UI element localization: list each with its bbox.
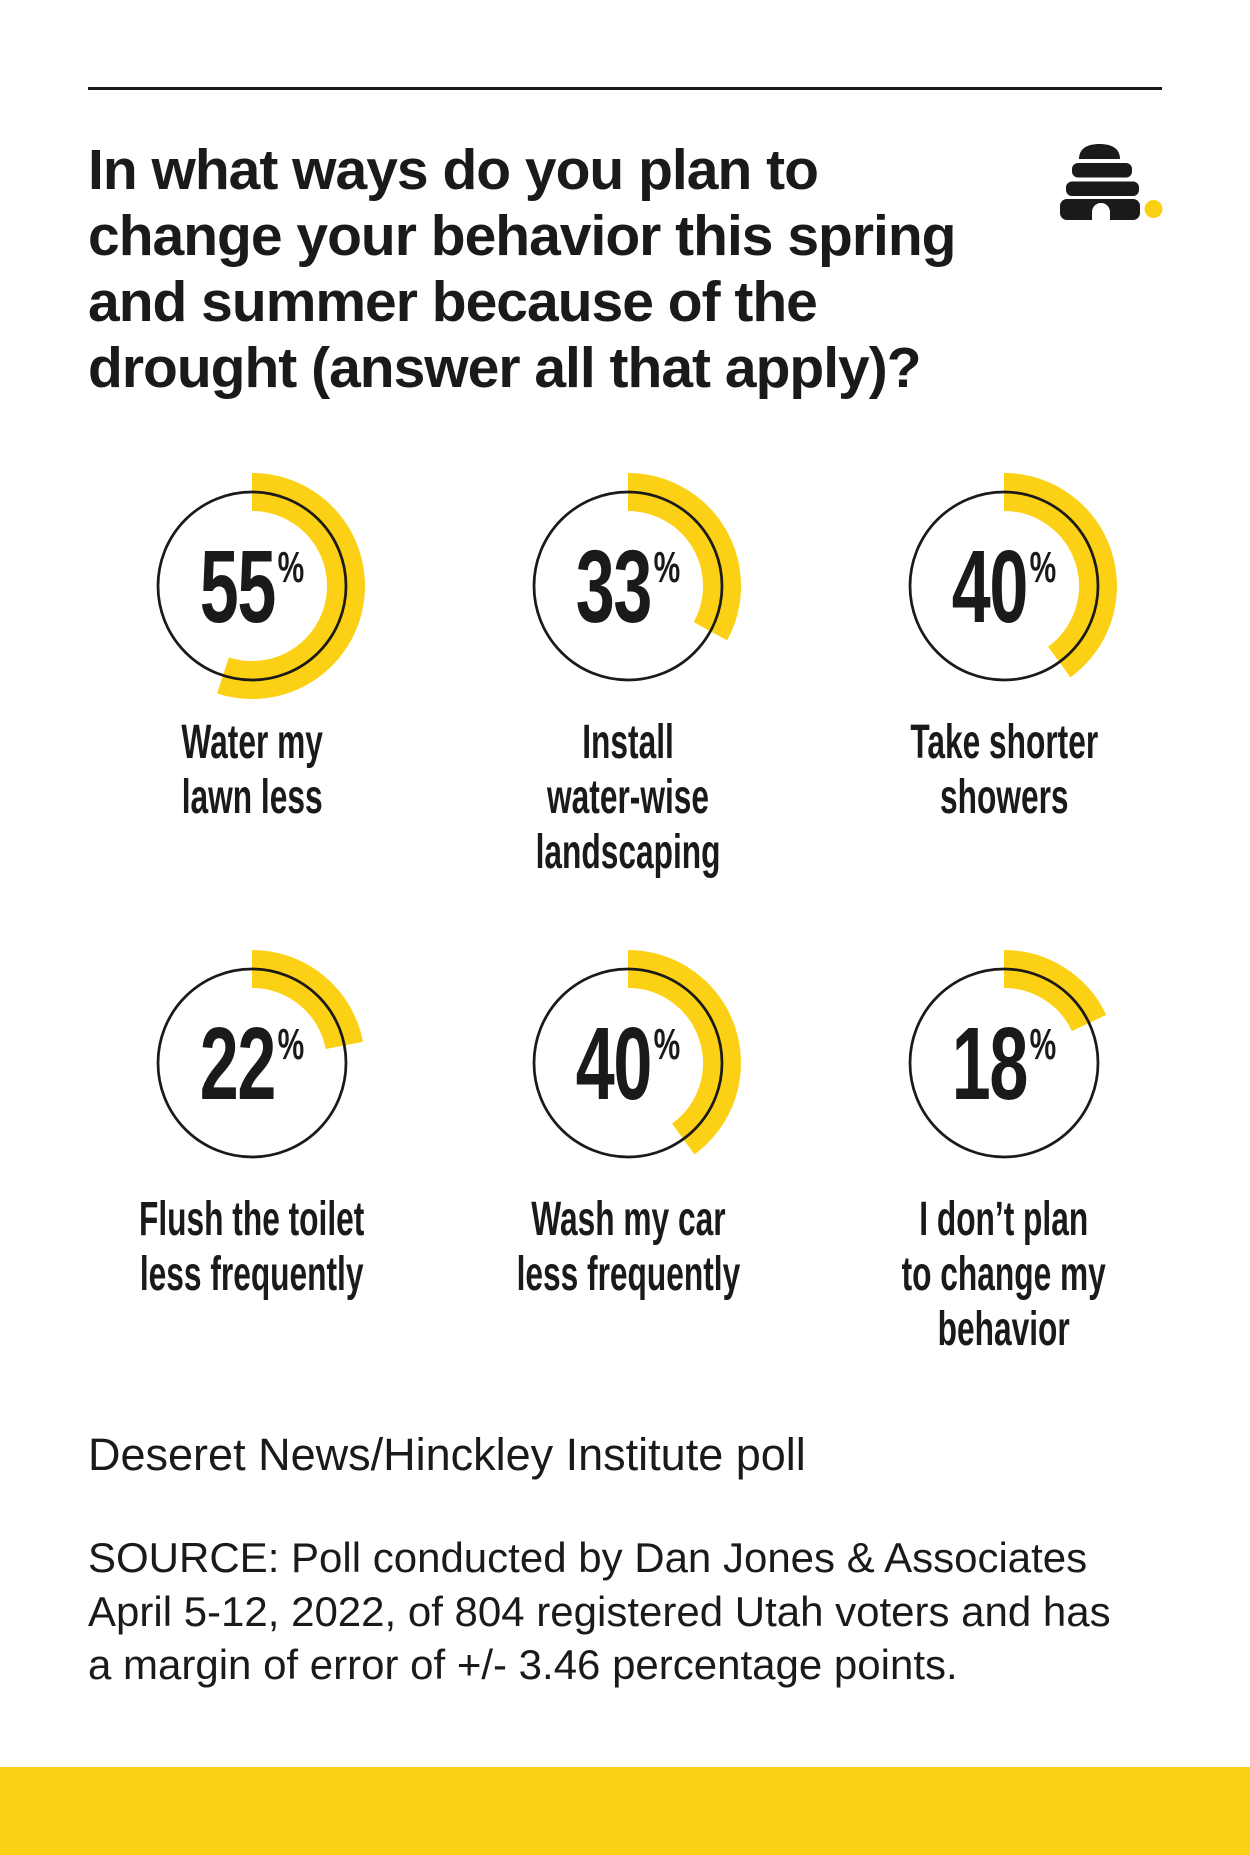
beehive-band (1072, 163, 1132, 178)
gauge-outline-circle (532, 490, 724, 682)
source-line: April 5-12, 2022, of 804 registered Utah… (88, 1587, 1111, 1635)
gauge-outline-circle (532, 967, 724, 1159)
gauge-row-2: 22 % Flush the toilet less frequently (64, 943, 1192, 1357)
gauge-arc (217, 473, 365, 699)
gauge-label: Take shorter showers (910, 716, 1098, 824)
gauge-ring: 22 % (132, 943, 372, 1183)
gauge-wash-car: 40 % Wash my car less frequently (440, 943, 816, 1357)
gauge-water-lawn-less: 55 % Water my lawn less (64, 466, 440, 880)
title-line: drought (answer all that apply)? (88, 336, 922, 400)
gauge-ring: 40 % (884, 466, 1124, 706)
title-line: change your behavior this spring (88, 204, 957, 268)
gauge-label: Wash my car less frequently (516, 1193, 740, 1301)
deseret-news-beehive-logo (1060, 144, 1163, 220)
gauge-arc (627, 473, 741, 641)
logo-yellow-dot (1144, 200, 1163, 218)
top-rule (88, 87, 1162, 90)
beehive-band (1066, 181, 1139, 196)
beehive-dome (1079, 144, 1120, 159)
gauge-shorter-showers: 40 % Take shorter showers (816, 466, 1192, 880)
gauge-label: Water my lawn less (181, 716, 323, 824)
gauge-flush-toilet: 22 % Flush the toilet less frequently (64, 943, 440, 1357)
gauge-no-change: 18 % I don’t plan to change my behavior (816, 943, 1192, 1357)
source-note: SOURCE: Poll conducted by Dan Jones & As… (88, 1531, 1111, 1692)
title-line: In what ways do you plan to (88, 138, 819, 202)
gauge-label: Flush the toilet less frequently (139, 1193, 365, 1301)
source-line: SOURCE: Poll conducted by Dan Jones & As… (88, 1534, 1088, 1581)
source-line: a margin of error of +/- 3.46 percentage… (88, 1641, 958, 1688)
page-title: In what ways do you plan to change your … (88, 137, 957, 401)
poll-name: Deseret News/Hinckley Institute poll (88, 1429, 806, 1480)
title-line: and summer because of the (88, 270, 818, 334)
gauge-outline-circle (156, 490, 348, 682)
gauge-arc (1003, 950, 1107, 1032)
gauge-ring: 33 % (508, 466, 748, 706)
gauge-ring: 18 % (884, 943, 1124, 1183)
gauge-outline-circle (156, 967, 348, 1159)
gauge-row-1: 55 % Water my lawn less 33 (64, 466, 1192, 880)
gauge-outline-circle (908, 490, 1100, 682)
gauge-ring: 40 % (508, 943, 748, 1183)
gauge-label: Install water-wise landscaping (535, 716, 721, 879)
bottom-accent-bar (0, 1767, 1250, 1855)
gauge-label: I don’t plan to change my behavior (901, 1193, 1107, 1356)
beehive-door (1092, 203, 1110, 220)
gauge-ring: 55 % (132, 466, 372, 706)
gauge-outline-circle (908, 967, 1100, 1159)
gauge-install-landscaping: 33 % Install water-wise landscaping (440, 466, 816, 880)
